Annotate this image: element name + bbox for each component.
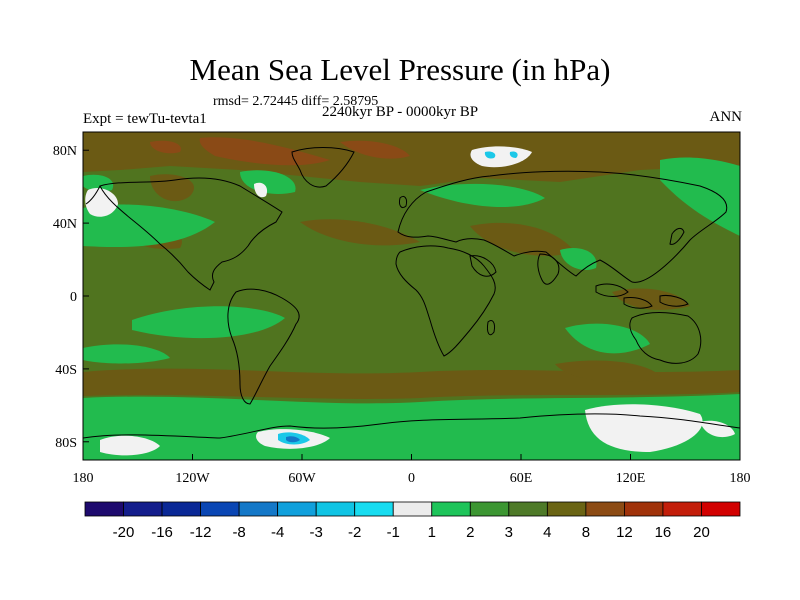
colorbar-label: 20 bbox=[693, 524, 710, 541]
lon-tick-label: 60E bbox=[510, 471, 533, 486]
lat-tick-label: 40S bbox=[55, 363, 77, 378]
colorbar-label: -12 bbox=[190, 524, 212, 541]
colorbar-label: 8 bbox=[582, 524, 590, 541]
period-label: 2240kyr BP - 0000kyr BP bbox=[322, 104, 479, 120]
colorbar-label: -8 bbox=[232, 524, 245, 541]
colorbar-label: 2 bbox=[466, 524, 474, 541]
colorbar-swatch bbox=[585, 501, 625, 517]
lat-tick-label: 40N bbox=[53, 217, 77, 232]
colorbar-swatch bbox=[200, 501, 240, 517]
colorbar-swatch bbox=[469, 501, 510, 517]
colorbar-swatch bbox=[662, 501, 702, 517]
lon-tick-label: 60W bbox=[288, 471, 316, 486]
colorbar-label: 1 bbox=[428, 524, 436, 541]
lon-tick-label: 120W bbox=[175, 471, 210, 486]
colorbar-label: -20 bbox=[113, 524, 135, 541]
experiment-label: Expt = tewTu-tevta1 bbox=[83, 111, 207, 127]
lon-tick-label: 180 bbox=[73, 471, 94, 486]
colorbar-swatch bbox=[123, 501, 163, 517]
map-title: Mean Sea Level Pressure (in hPa) bbox=[189, 52, 611, 87]
pressure-field bbox=[83, 132, 740, 460]
colorbar-swatch bbox=[354, 501, 394, 517]
colorbar-swatch bbox=[508, 501, 548, 517]
colorbar-swatch bbox=[392, 501, 433, 517]
colorbar-label: -4 bbox=[271, 524, 284, 541]
map-axes: 80N 40N 0 40S 80S 180 120W 60W 0 60E 120E 180 bbox=[53, 144, 751, 486]
moderate-anomaly-regions bbox=[83, 157, 740, 460]
colorbar-swatch bbox=[84, 501, 124, 517]
colorbar-swatch bbox=[161, 501, 201, 517]
colorbar-label: 16 bbox=[655, 524, 672, 541]
lat-tick-label: 80N bbox=[53, 144, 77, 159]
colorbar-swatch bbox=[238, 501, 279, 517]
colorbar-swatch bbox=[701, 501, 741, 517]
season-label: ANN bbox=[709, 109, 743, 125]
lat-tick-label: 0 bbox=[70, 290, 77, 305]
strong-negative-anomaly bbox=[286, 436, 300, 443]
colorbar-label: -2 bbox=[348, 524, 361, 541]
colorbar-label: 3 bbox=[505, 524, 513, 541]
rmsd-diff-stats: rmsd= 2.72445 diff= 2.58795 bbox=[213, 94, 379, 109]
colorbar-label: 4 bbox=[543, 524, 551, 541]
lat-tick-label: 80S bbox=[55, 436, 77, 451]
lon-tick-label: 180 bbox=[730, 471, 751, 486]
coastlines bbox=[83, 147, 740, 439]
near-zero-anomaly-regions bbox=[85, 146, 735, 456]
colorbar-label: 12 bbox=[616, 524, 633, 541]
colorbar-swatch bbox=[431, 501, 471, 517]
colorbar-swatch bbox=[624, 501, 664, 517]
colorbar-swatch bbox=[315, 501, 356, 517]
lon-tick-label: 120E bbox=[616, 471, 646, 486]
colorbar: -20 -16 -12 -8 -4 -3 -2 -1 1 2 3 4 8 12 16 20 bbox=[84, 501, 741, 541]
colorbar-label: -16 bbox=[151, 524, 173, 541]
colorbar-label: -1 bbox=[387, 524, 400, 541]
colorbar-swatch bbox=[546, 501, 587, 517]
lon-tick-label: 0 bbox=[408, 471, 415, 486]
colorbar-swatch bbox=[277, 501, 317, 517]
colorbar-label: -3 bbox=[310, 524, 323, 541]
strong-positive-anomaly bbox=[150, 137, 410, 166]
